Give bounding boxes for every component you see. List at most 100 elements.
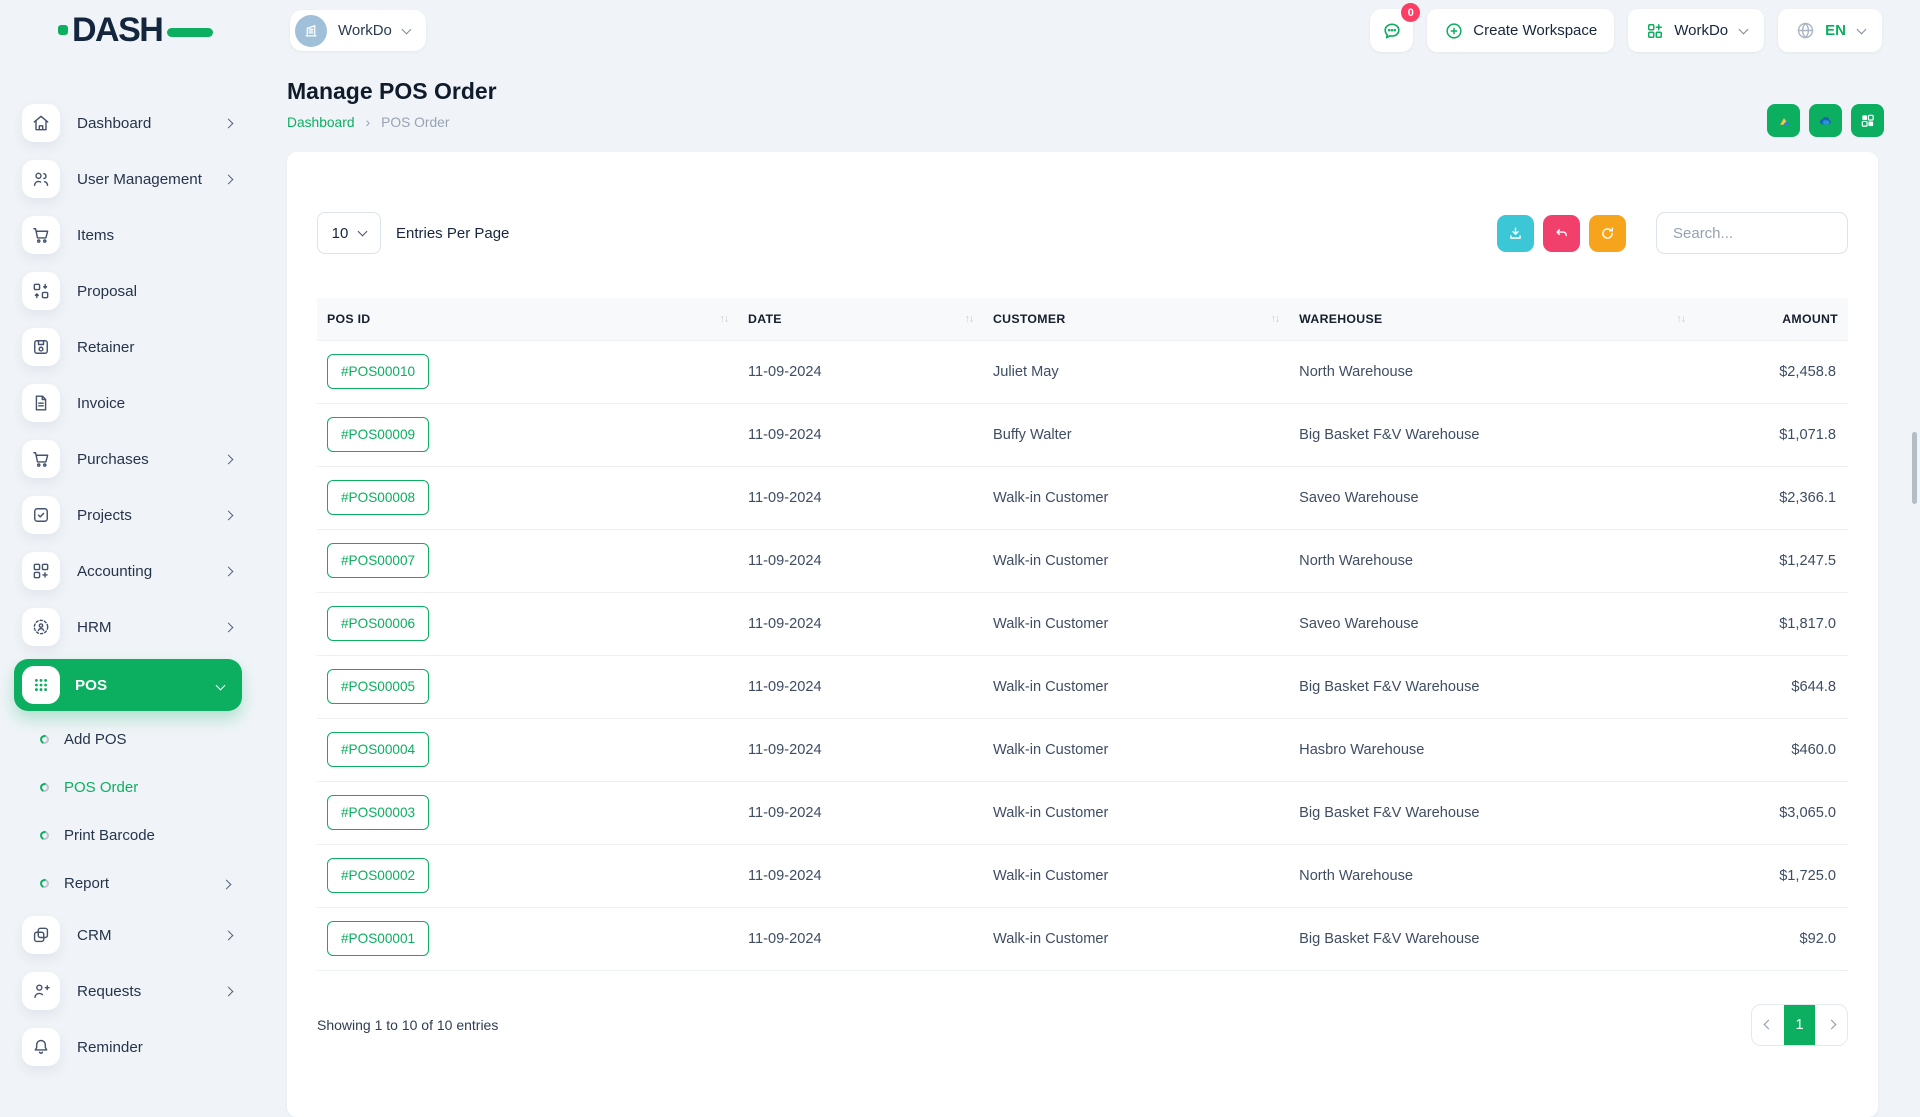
create-workspace-button[interactable]: Create Workspace — [1427, 9, 1615, 52]
sidebar-item-hrm[interactable]: HRM — [0, 599, 256, 655]
page-heading: Manage POS Order Dashboard › POS Order — [287, 78, 497, 130]
sidebar-item-requests[interactable]: Requests — [0, 963, 256, 1019]
messages-button[interactable]: 0 — [1370, 3, 1421, 52]
logo-dot — [58, 25, 68, 35]
column-header-pos-id[interactable]: POS ID ↑↓ — [317, 298, 739, 340]
export-download-button[interactable] — [1497, 214, 1534, 252]
current-page-button[interactable]: 1 — [1784, 1004, 1815, 1045]
sidebar-subitem-pos-order[interactable]: POS Order — [0, 763, 256, 811]
pos-id-cell: #POS00009 — [317, 403, 739, 467]
sort-icon[interactable]: ↑↓ — [1270, 312, 1280, 325]
date-cell: 11-09-2024 — [738, 655, 983, 719]
pos-id-badge[interactable]: #POS00010 — [327, 354, 430, 389]
column-header-amount[interactable]: AMOUNT — [1694, 298, 1848, 340]
chevron-right-icon — [223, 170, 234, 188]
sidebar-item-projects[interactable]: Projects — [0, 487, 256, 543]
customer-cell: Walk-in Customer — [982, 907, 1290, 971]
amount-cell: $3,065.0 — [1694, 781, 1848, 845]
pos-id-badge[interactable]: #POS00005 — [327, 669, 430, 704]
pos-id-badge[interactable]: #POS00009 — [327, 417, 430, 452]
pos-id-badge[interactable]: #POS00001 — [327, 921, 430, 956]
grid-view-button[interactable] — [1851, 104, 1884, 137]
sidebar-item-accounting[interactable]: Accounting — [0, 543, 256, 599]
table-row[interactable]: #POS00009 11-09-2024 Buffy Walter Big Ba… — [317, 403, 1848, 467]
amount-cell: $2,366.1 — [1694, 466, 1848, 530]
sidebar-item-user-management[interactable]: User Management — [0, 151, 256, 207]
pos-id-badge[interactable]: #POS00006 — [327, 606, 430, 641]
sidebar-item-pos[interactable]: POS — [14, 659, 242, 711]
table-row[interactable]: #POS00008 11-09-2024 Walk-in Customer Sa… — [317, 466, 1848, 530]
sidebar-subitem-add-pos[interactable]: Add POS — [0, 715, 256, 763]
table-row[interactable]: #POS00005 11-09-2024 Walk-in Customer Bi… — [317, 655, 1848, 719]
table-row[interactable]: #POS00003 11-09-2024 Walk-in Customer Bi… — [317, 781, 1848, 845]
cart-icon — [22, 440, 60, 478]
sort-icon[interactable]: ↑↓ — [1676, 312, 1685, 325]
sidebar-subitem-print-barcode[interactable]: Print Barcode — [0, 811, 256, 859]
download-icon — [1510, 226, 1521, 239]
column-header-warehouse[interactable]: WAREHOUSE ↑↓ — [1289, 298, 1695, 340]
column-label: CUSTOMER — [992, 311, 1066, 326]
table-row[interactable]: #POS00007 11-09-2024 Walk-in Customer No… — [317, 529, 1848, 593]
pos-id-badge[interactable]: #POS00002 — [327, 858, 430, 893]
save-icon — [22, 328, 60, 366]
breadcrumb-dashboard-link[interactable]: Dashboard — [287, 114, 355, 130]
workspace-selector[interactable]: WorkDo — [290, 10, 426, 51]
sidebar: Dashboard User Management Items Proposal… — [0, 64, 256, 1080]
orders-table-body: #POS00010 11-09-2024 Juliet May North Wa… — [317, 339, 1848, 971]
bell-icon — [22, 1028, 60, 1066]
sidebar-subitem-label: POS Order — [64, 778, 139, 796]
sidebar-item-label: Projects — [77, 506, 132, 524]
workdo-apps-menu[interactable]: WorkDo — [1628, 9, 1765, 52]
pos-orders-table: POS ID ↑↓ DATE ↑↓ CUSTOMER ↑↓ WAREHOUSE ↑↓ A… — [317, 298, 1848, 971]
sort-icon[interactable]: ↑↓ — [719, 312, 729, 325]
prev-page-button[interactable] — [1752, 1005, 1784, 1045]
entries-per-page-select[interactable]: 10 — [317, 212, 381, 254]
sort-icon[interactable]: ↑↓ — [964, 312, 973, 325]
chevron-right-icon — [221, 875, 232, 892]
search-input[interactable] — [1656, 212, 1848, 254]
sidebar-item-invoice[interactable]: Invoice — [0, 375, 256, 431]
sidebar-item-purchases[interactable]: Purchases — [0, 431, 256, 487]
pos-id-cell: #POS00007 — [317, 529, 739, 593]
sidebar-item-label: Dashboard — [77, 114, 152, 132]
sidebar-item-label: Reminder — [77, 1038, 143, 1056]
sidebar-item-crm[interactable]: CRM — [0, 907, 256, 963]
undo-button[interactable] — [1543, 214, 1580, 252]
language-selector[interactable]: EN — [1778, 9, 1882, 52]
sidebar-item-label: Retainer — [77, 338, 135, 356]
pos-id-badge[interactable]: #POS00007 — [327, 543, 430, 578]
brand-logo[interactable]: DASH — [58, 13, 214, 47]
warehouse-cell: Saveo Warehouse — [1289, 592, 1695, 656]
table-row[interactable]: #POS00001 11-09-2024 Walk-in Customer Bi… — [317, 907, 1848, 971]
sidebar-subitem-report[interactable]: Report — [0, 859, 256, 907]
sidebar-item-label: User Management — [77, 170, 202, 188]
customer-cell: Walk-in Customer — [982, 718, 1290, 782]
sidebar-item-retainer[interactable]: Retainer — [0, 319, 256, 375]
sidebar-item-reminder[interactable]: Reminder — [0, 1019, 256, 1075]
sidebar-item-label: Invoice — [77, 394, 126, 412]
pagination: 1 — [1751, 1003, 1848, 1046]
sidebar-subitem-label: Report — [64, 874, 110, 892]
table-controls: 10 Entries Per Page — [317, 212, 1848, 254]
grid-plus-icon — [1648, 23, 1663, 38]
sidebar-item-dashboard[interactable]: Dashboard — [0, 95, 256, 151]
table-row[interactable]: #POS00004 11-09-2024 Walk-in Customer Ha… — [317, 718, 1848, 782]
refresh-button[interactable] — [1589, 214, 1626, 252]
pos-id-badge[interactable]: #POS00008 — [327, 480, 430, 515]
sidebar-item-proposal[interactable]: Proposal — [0, 263, 256, 319]
table-row[interactable]: #POS00010 11-09-2024 Juliet May North Wa… — [317, 339, 1848, 404]
google-drive-button[interactable] — [1767, 104, 1800, 137]
column-label: POS ID — [327, 311, 371, 326]
scrollbar-thumb[interactable] — [1912, 432, 1917, 504]
onedrive-button[interactable] — [1809, 104, 1842, 137]
pos-id-badge[interactable]: #POS00003 — [327, 795, 430, 830]
column-header-date[interactable]: DATE ↑↓ — [738, 298, 983, 340]
check-square-icon — [22, 496, 60, 534]
table-row[interactable]: #POS00006 11-09-2024 Walk-in Customer Sa… — [317, 592, 1848, 656]
column-header-customer[interactable]: CUSTOMER ↑↓ — [982, 298, 1290, 340]
pos-id-badge[interactable]: #POS00004 — [327, 732, 430, 767]
grid-plus-icon — [22, 552, 60, 590]
next-page-button[interactable] — [1815, 1005, 1847, 1045]
table-row[interactable]: #POS00002 11-09-2024 Walk-in Customer No… — [317, 844, 1848, 908]
sidebar-item-items[interactable]: Items — [0, 207, 256, 263]
